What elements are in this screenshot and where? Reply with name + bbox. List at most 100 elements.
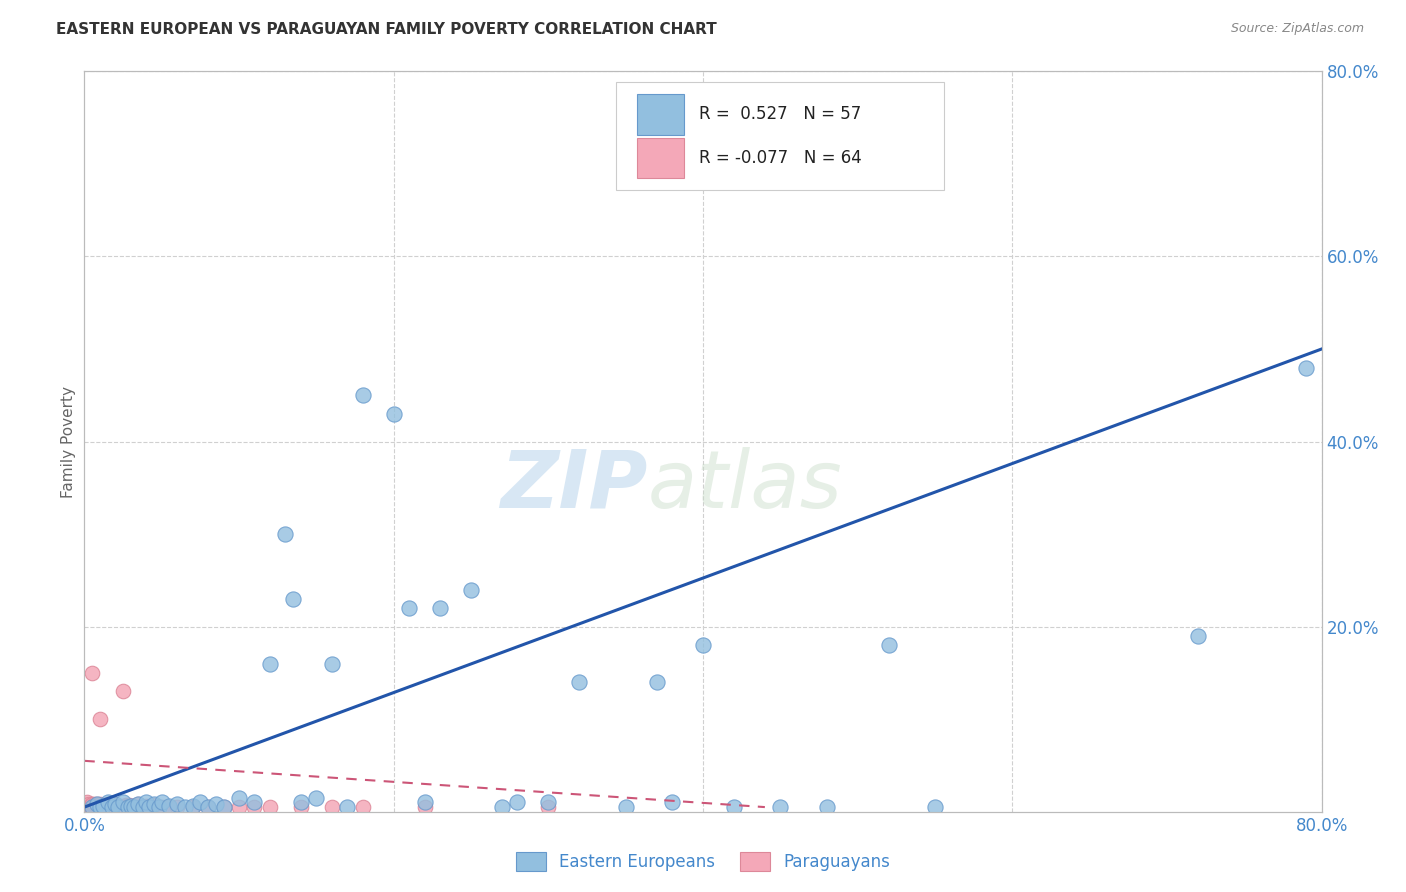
Point bbox=[86, 800, 108, 814]
Text: EASTERN EUROPEAN VS PARAGUAYAN FAMILY POVERTY CORRELATION CHART: EASTERN EUROPEAN VS PARAGUAYAN FAMILY PO… bbox=[56, 22, 717, 37]
Point bbox=[1295, 360, 1317, 375]
Point bbox=[321, 657, 343, 671]
Point bbox=[89, 712, 111, 726]
Point bbox=[120, 800, 142, 814]
Point bbox=[259, 800, 281, 814]
Point bbox=[197, 800, 219, 814]
Point bbox=[877, 638, 900, 652]
Point bbox=[117, 800, 139, 814]
Point bbox=[91, 800, 114, 814]
Point bbox=[181, 799, 204, 814]
Point bbox=[413, 796, 436, 810]
Point bbox=[104, 800, 127, 814]
Point bbox=[77, 797, 100, 812]
Point bbox=[166, 797, 188, 812]
Point bbox=[75, 800, 97, 814]
Point bbox=[87, 800, 110, 814]
Point bbox=[166, 800, 188, 814]
Point bbox=[125, 800, 148, 814]
Point bbox=[107, 800, 129, 814]
Point bbox=[104, 797, 127, 812]
Point bbox=[924, 800, 946, 814]
Point bbox=[76, 796, 98, 810]
Point bbox=[120, 799, 142, 814]
Point bbox=[103, 798, 125, 813]
Point bbox=[197, 800, 219, 814]
Point bbox=[108, 799, 131, 814]
Point bbox=[84, 798, 107, 813]
Point bbox=[76, 800, 98, 814]
Point bbox=[614, 800, 637, 814]
Point bbox=[148, 800, 170, 814]
Point bbox=[243, 796, 266, 810]
Point bbox=[97, 796, 120, 810]
Point bbox=[150, 796, 173, 810]
Point bbox=[321, 800, 343, 814]
Point bbox=[75, 797, 97, 812]
Point bbox=[243, 800, 266, 814]
Point bbox=[661, 796, 683, 810]
Point bbox=[135, 799, 157, 814]
Point bbox=[159, 800, 181, 814]
Point bbox=[115, 798, 138, 813]
Point bbox=[91, 798, 114, 813]
Point bbox=[568, 675, 591, 690]
Point bbox=[82, 800, 104, 814]
Point bbox=[769, 800, 792, 814]
Point bbox=[645, 675, 668, 690]
Point bbox=[382, 407, 405, 421]
Point bbox=[128, 797, 150, 812]
Point bbox=[336, 800, 359, 814]
Point bbox=[135, 796, 157, 810]
Point bbox=[305, 790, 328, 805]
Point bbox=[723, 800, 745, 814]
Legend: Eastern Europeans, Paraguayans: Eastern Europeans, Paraguayans bbox=[509, 845, 897, 878]
Point bbox=[138, 800, 160, 814]
Point bbox=[228, 790, 250, 805]
Point bbox=[93, 800, 115, 814]
Point bbox=[91, 799, 114, 814]
Point bbox=[259, 657, 281, 671]
Point bbox=[398, 601, 420, 615]
FancyBboxPatch shape bbox=[637, 137, 685, 178]
Point bbox=[429, 601, 451, 615]
Point bbox=[143, 797, 166, 812]
Point bbox=[94, 799, 117, 814]
Point bbox=[692, 638, 714, 652]
FancyBboxPatch shape bbox=[637, 94, 685, 135]
Point bbox=[212, 800, 235, 814]
Point bbox=[188, 796, 212, 810]
Point bbox=[86, 797, 108, 812]
Point bbox=[104, 797, 127, 812]
Point bbox=[815, 800, 838, 814]
Point bbox=[89, 800, 111, 814]
Text: ZIP: ZIP bbox=[501, 447, 647, 525]
Point bbox=[112, 796, 135, 810]
Point bbox=[491, 800, 513, 814]
Point bbox=[82, 800, 104, 814]
Point bbox=[97, 800, 120, 814]
Point bbox=[212, 800, 235, 814]
Point bbox=[150, 800, 173, 814]
Point bbox=[84, 800, 107, 814]
Y-axis label: Family Poverty: Family Poverty bbox=[60, 385, 76, 498]
Point bbox=[290, 796, 312, 810]
Point bbox=[143, 798, 166, 813]
Point bbox=[79, 800, 101, 814]
Point bbox=[100, 798, 122, 813]
Point bbox=[283, 591, 305, 606]
Point bbox=[79, 798, 101, 813]
Point bbox=[228, 800, 250, 814]
Point bbox=[77, 800, 100, 814]
Point bbox=[205, 797, 228, 812]
Point bbox=[83, 800, 105, 814]
Text: Source: ZipAtlas.com: Source: ZipAtlas.com bbox=[1230, 22, 1364, 36]
Text: atlas: atlas bbox=[647, 447, 842, 525]
Text: R =  0.527   N = 57: R = 0.527 N = 57 bbox=[699, 105, 862, 123]
Point bbox=[132, 800, 155, 814]
Point bbox=[82, 797, 104, 812]
Point bbox=[112, 684, 135, 698]
Point bbox=[174, 800, 197, 814]
Point bbox=[98, 800, 121, 814]
Point bbox=[97, 797, 120, 812]
